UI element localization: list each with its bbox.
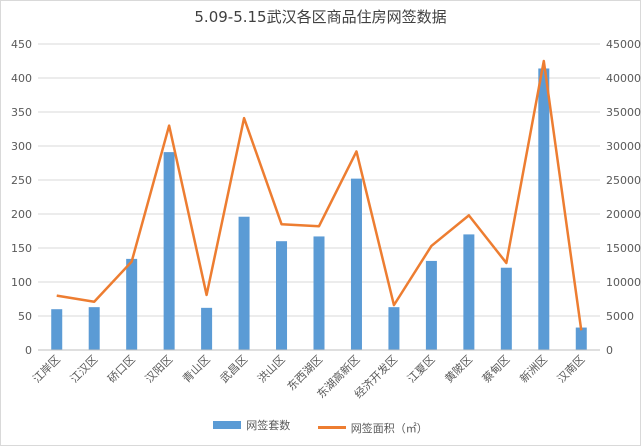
right-tick-label: 10000 [606, 276, 641, 289]
right-tick-label: 15000 [606, 242, 641, 255]
category-label: 汉南区 [555, 353, 588, 386]
chart-title: 5.09-5.15武汉各区商品住房网签数据 [194, 8, 447, 26]
bar [538, 68, 550, 350]
category-label: 江岸区 [30, 353, 63, 386]
legend-item-line: 网签面积（㎡） [317, 420, 428, 436]
left-tick-label: 0 [25, 344, 32, 357]
left-tick-label: 200 [11, 208, 32, 221]
legend-swatch-bar [213, 421, 242, 429]
bar [163, 152, 175, 350]
legend-item-bars: 网签套数 [213, 417, 290, 433]
bar [388, 307, 400, 350]
right-tick-label: 30000 [606, 140, 641, 153]
left-tick-label: 100 [11, 276, 32, 289]
category-label: 硚口区 [105, 353, 138, 386]
legend: 网签套数 网签面积（㎡） [0, 417, 641, 436]
right-tick-label: 5000 [606, 310, 634, 323]
bar [500, 267, 512, 350]
bar [126, 258, 138, 350]
right-tick-label: 25000 [606, 174, 641, 187]
line-series [56, 59, 583, 331]
bar [350, 178, 362, 350]
right-tick-label: 0 [606, 344, 613, 357]
bar [425, 260, 437, 350]
right-tick-label: 20000 [606, 208, 641, 221]
bar [201, 307, 213, 350]
category-label: 汉阳区 [143, 353, 176, 386]
left-tick-label: 300 [11, 140, 32, 153]
bar [313, 236, 325, 350]
bar [238, 216, 250, 350]
left-tick-label: 450 [11, 38, 32, 51]
right-tick-label: 35000 [606, 106, 641, 119]
left-tick-label: 400 [11, 72, 32, 85]
bar [51, 309, 63, 350]
category-label: 黄陂区 [442, 352, 475, 385]
category-label: 武昌区 [218, 353, 251, 386]
left-tick-label: 250 [11, 174, 32, 187]
category-label: 青山区 [180, 353, 213, 386]
bar [463, 234, 475, 350]
left-tick-label: 350 [11, 106, 32, 119]
category-label: 江夏区 [405, 353, 438, 386]
bar [575, 327, 587, 350]
legend-label-bars: 网签套数 [246, 419, 291, 432]
right-tick-label: 40000 [606, 72, 641, 85]
category-label: 蔡甸区 [480, 353, 513, 386]
right-tick-label: 45000 [606, 38, 641, 51]
bar [276, 241, 288, 350]
category-label: 洪山区 [254, 352, 287, 385]
left-tick-label: 150 [11, 242, 32, 255]
legend-swatch-line [317, 426, 346, 429]
bar-series [51, 68, 587, 350]
legend-label-line: 网签面积（㎡） [350, 421, 428, 435]
category-label: 江汉区 [68, 353, 101, 386]
left-tick-label: 50 [18, 310, 32, 323]
bar [88, 307, 100, 350]
category-label: 新洲区 [517, 352, 550, 385]
